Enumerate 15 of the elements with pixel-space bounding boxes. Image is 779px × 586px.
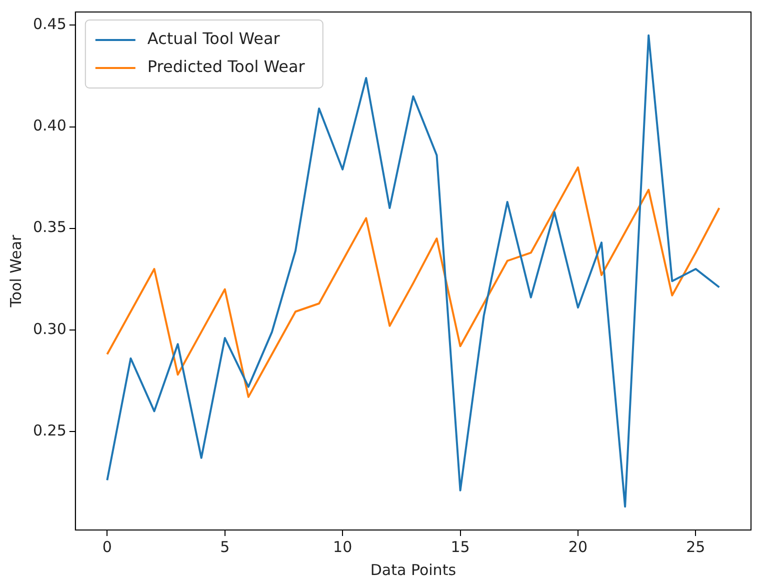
x-tick-label: 20	[568, 538, 588, 556]
legend-label: Actual Tool Wear	[147, 29, 280, 48]
y-tick-label: 0.40	[32, 116, 66, 135]
x-axis-title: Data Points	[370, 560, 456, 579]
y-tick-label: 0.25	[32, 421, 66, 440]
y-tick-label: 0.45	[32, 15, 66, 34]
y-tick-label: 0.35	[32, 218, 66, 236]
legend-label: Predicted Tool Wear	[147, 57, 306, 76]
x-tick-label: 25	[686, 538, 706, 556]
x-tick-label: 10	[333, 538, 352, 556]
x-tick-label: 5	[220, 538, 230, 556]
x-tick-label: 15	[450, 538, 470, 556]
y-axis-title: Tool Wear	[6, 234, 25, 308]
x-tick-label: 0	[102, 538, 112, 556]
y-tick-label: 0.30	[32, 320, 66, 338]
